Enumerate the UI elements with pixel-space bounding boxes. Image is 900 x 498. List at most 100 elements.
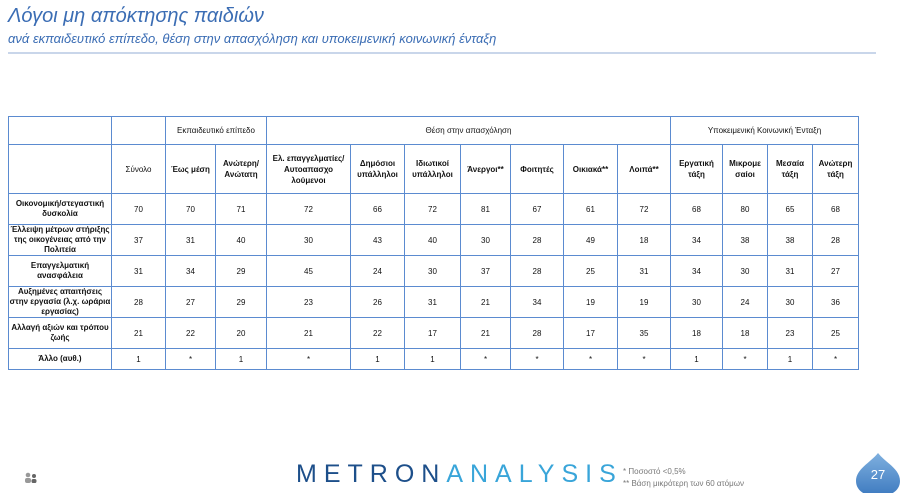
table-cell: * xyxy=(165,348,216,370)
table-cell: 66 xyxy=(350,193,405,225)
table-cell: 65 xyxy=(767,193,813,225)
table-cell: 27 xyxy=(812,255,859,287)
table-cell: 28 xyxy=(510,255,564,287)
column-header: Δημόσιοι υπάλληλοι xyxy=(350,144,405,194)
row-label: Άλλο (αυθ.) xyxy=(8,348,112,370)
logo-text-light: ANALYSIS xyxy=(446,460,623,488)
table-cell: 23 xyxy=(266,286,351,318)
column-header: Οικιακά** xyxy=(563,144,618,194)
group-education: Εκπαιδευτικό επίπεδο xyxy=(165,116,267,145)
table-cell: 71 xyxy=(215,193,267,225)
table-cell: 19 xyxy=(563,286,618,318)
footnote-small-share: * Ποσοστό <0,5% xyxy=(623,467,686,476)
table-cell: 22 xyxy=(350,317,405,349)
table-cell: * xyxy=(510,348,564,370)
page-title: Λόγοι μη απόκτησης παιδιών xyxy=(8,5,264,27)
page-number: 27 xyxy=(870,467,886,482)
title-divider xyxy=(8,52,876,54)
column-header: Ιδιωτικοί υπάλληλοι xyxy=(404,144,461,194)
table-cell: 61 xyxy=(563,193,618,225)
table-cell: 1 xyxy=(767,348,813,370)
table-cell: 30 xyxy=(670,286,723,318)
column-header: Λοιπά** xyxy=(617,144,671,194)
table-cell: 40 xyxy=(215,224,267,256)
table-cell: 30 xyxy=(460,224,511,256)
table-cell: 21 xyxy=(460,286,511,318)
table-cell: 31 xyxy=(111,255,166,287)
table-cell: 25 xyxy=(563,255,618,287)
table-row: Αυξημένες απαιτήσεις στην εργασία (λ.χ. … xyxy=(8,286,859,318)
table-cell: 34 xyxy=(670,224,723,256)
table-body: Οικονομική/στεγαστική δυσκολία 70 70 71 72 66… xyxy=(8,193,859,370)
table-cell: 30 xyxy=(722,255,768,287)
table-cell: 1 xyxy=(111,348,166,370)
table-cell: 30 xyxy=(404,255,461,287)
table-cell: 21 xyxy=(460,317,511,349)
column-header: Εργατική τάξη xyxy=(670,144,723,194)
group-employment: Θέση στην απασχόληση xyxy=(266,116,671,145)
table-cell: * xyxy=(722,348,768,370)
table-cell: 26 xyxy=(350,286,405,318)
table-cell: 30 xyxy=(767,286,813,318)
total-group-cell xyxy=(111,116,166,145)
table-cell: 1 xyxy=(350,348,405,370)
table-cell: 28 xyxy=(510,224,564,256)
table-cell: 70 xyxy=(111,193,166,225)
table-cell: 22 xyxy=(165,317,216,349)
people-icon xyxy=(24,471,38,483)
table-cell: 38 xyxy=(767,224,813,256)
column-header: Μικρομε σαίοι xyxy=(722,144,768,194)
table-cell: 25 xyxy=(812,317,859,349)
row-label-header xyxy=(8,144,112,194)
table-cell: 21 xyxy=(266,317,351,349)
row-label: Οικονομική/στεγαστική δυσκολία xyxy=(8,193,112,225)
row-label: Επαγγελματική ανασφάλεια xyxy=(8,255,112,287)
table-cell: * xyxy=(266,348,351,370)
table-cell: 31 xyxy=(767,255,813,287)
column-header: Σύνολο xyxy=(111,144,166,194)
table-row: Αλλαγή αξιών και τρόπου ζωής 21 22 20 21 22 17… xyxy=(8,317,859,349)
table-cell: 38 xyxy=(722,224,768,256)
table-cell: 37 xyxy=(460,255,511,287)
table-row: Έλλειψη μέτρων στήριξης της οικογένειας … xyxy=(8,224,859,256)
column-header: Άνεργοι** xyxy=(460,144,511,194)
row-label: Έλλειψη μέτρων στήριξης της οικογένειας … xyxy=(8,224,112,256)
group-social-class: Υποκειμενική Κοινωνική Ένταξη xyxy=(670,116,859,145)
table-cell: 1 xyxy=(404,348,461,370)
table-cell: 18 xyxy=(670,317,723,349)
table-cell: 34 xyxy=(510,286,564,318)
table-row: Οικονομική/στεγαστική δυσκολία 70 70 71 72 66… xyxy=(8,193,859,225)
page-subtitle: ανά εκπαιδευτικό επίπεδο, θέση στην απασ… xyxy=(8,31,497,46)
table-cell: 28 xyxy=(111,286,166,318)
column-header: Μεσαία τάξη xyxy=(767,144,813,194)
table-cell: 29 xyxy=(215,255,267,287)
table-cell: 36 xyxy=(812,286,859,318)
column-header: Ελ. επαγγελματίες/ Αυτοαπασχο λούμενοι xyxy=(266,144,351,194)
table-cell: 68 xyxy=(812,193,859,225)
table-row: Επαγγελματική ανασφάλεια 31 34 29 45 24 30 37 28… xyxy=(8,255,859,287)
column-header: Φοιτητές xyxy=(510,144,564,194)
table-cell: 30 xyxy=(266,224,351,256)
table-cell: 19 xyxy=(617,286,671,318)
table-cell: 35 xyxy=(617,317,671,349)
column-header: Ανώτερη/ Ανώτατη xyxy=(215,144,267,194)
table-cell: 68 xyxy=(670,193,723,225)
corner-cell xyxy=(8,116,112,145)
table-cell: 1 xyxy=(215,348,267,370)
group-header-row: Εκπαιδευτικό επίπεδο Θέση στην απασχόλησ… xyxy=(8,116,859,145)
table-cell: * xyxy=(617,348,671,370)
column-header: Έως μέση xyxy=(165,144,216,194)
table-cell: 49 xyxy=(563,224,618,256)
table-cell: 18 xyxy=(722,317,768,349)
table-cell: 31 xyxy=(404,286,461,318)
table-cell: 28 xyxy=(510,317,564,349)
table-cell: 24 xyxy=(350,255,405,287)
table-cell: 45 xyxy=(266,255,351,287)
table-cell: 72 xyxy=(266,193,351,225)
table-cell: 43 xyxy=(350,224,405,256)
table-cell: 20 xyxy=(215,317,267,349)
column-header-row: Σύνολο Έως μέση Ανώτερη/ Ανώτατη Ελ. επα… xyxy=(8,144,859,194)
table-cell: 27 xyxy=(165,286,216,318)
company-logo: METRONANALYSIS xyxy=(296,460,623,489)
table-cell: 37 xyxy=(111,224,166,256)
